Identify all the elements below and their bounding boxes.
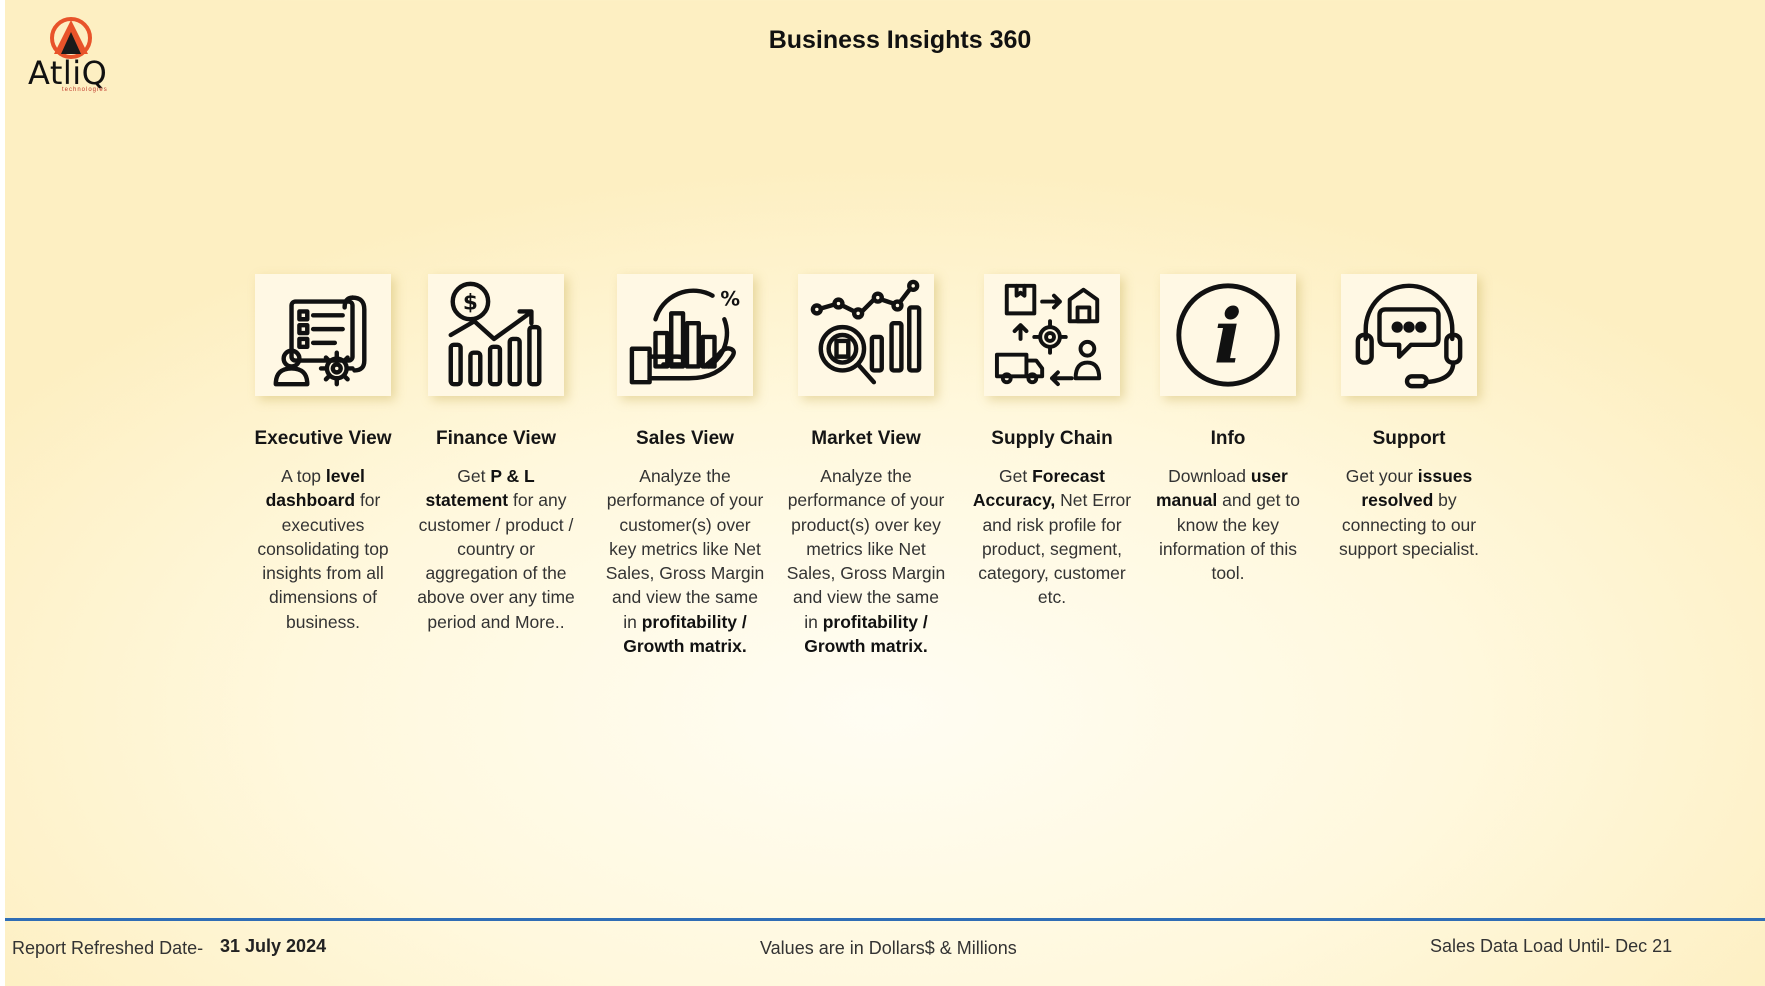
headset-chat-icon bbox=[1355, 283, 1463, 389]
card-title: Support bbox=[1372, 428, 1446, 449]
card-support[interactable]: Support Get your issues resolved by conn… bbox=[1329, 274, 1489, 561]
supply-chain-icon bbox=[994, 283, 1102, 387]
card-info[interactable]: i Info Download user manual and get to k… bbox=[1148, 274, 1308, 585]
card-supply-chain[interactable]: Supply Chain Get Forecast Accuracy, Net … bbox=[972, 274, 1132, 610]
refreshed-date: 31 July 2024 bbox=[220, 936, 327, 956]
desc-emphasis: profitability / Growth matrix. bbox=[623, 611, 747, 657]
card-description: A top level dashboard for executives con… bbox=[243, 464, 403, 634]
desc-emphasis: user manual bbox=[1156, 466, 1288, 511]
page-title: Business Insights 360 bbox=[768, 26, 1032, 54]
desc-emphasis: level dashboard bbox=[265, 466, 365, 511]
refreshed-label: Report Refreshed Date- bbox=[12, 938, 204, 958]
desc-text: Get your bbox=[1345, 466, 1418, 486]
desc-text: for any customer / product / country or … bbox=[417, 490, 575, 632]
desc-text: Get bbox=[457, 466, 491, 486]
card-description: Download user manual and get to know the… bbox=[1148, 464, 1308, 585]
desc-emphasis: profitability / Growth matrix. bbox=[804, 611, 928, 657]
svg-text:$: $ bbox=[463, 290, 478, 315]
hand-chart-percent-icon: % bbox=[629, 288, 740, 385]
desc-text: Get bbox=[998, 466, 1033, 486]
units-note: Values are in Dollars$ & Millions bbox=[760, 938, 1017, 958]
desc-text: Net Error and risk profile for product, … bbox=[978, 490, 1132, 608]
card-sales-view[interactable]: % Sales View Analyze the performance of … bbox=[605, 274, 765, 658]
card-title: Finance View bbox=[435, 428, 557, 449]
tile-support[interactable] bbox=[1341, 274, 1477, 396]
tile-market-view[interactable] bbox=[798, 274, 934, 396]
left-edge-strip bbox=[0, 0, 5, 986]
brand-name: AtliQ bbox=[28, 54, 108, 92]
card-description: Analyze the performance of your product(… bbox=[786, 464, 946, 658]
dollar-growth-chart-icon: $ bbox=[448, 281, 542, 387]
footer-divider bbox=[5, 918, 1765, 921]
desc-text: for executives consolidating top insight… bbox=[257, 490, 389, 632]
card-description: Analyze the performance of your customer… bbox=[605, 464, 765, 658]
tile-supply-chain[interactable] bbox=[984, 274, 1120, 396]
tile-executive-view[interactable] bbox=[255, 274, 391, 396]
desc-text: by connecting to our support specialist. bbox=[1338, 490, 1480, 559]
card-title: Supply Chain bbox=[991, 428, 1113, 449]
desc-text: Download bbox=[1168, 466, 1251, 486]
desc-text: A top bbox=[281, 466, 326, 486]
desc-text: Analyze the performance of your product(… bbox=[786, 466, 946, 632]
atliq-logo-icon bbox=[50, 17, 92, 59]
card-title: Executive View bbox=[254, 428, 392, 449]
magnifier-chart-icon bbox=[810, 279, 922, 385]
brand-tagline: technologies bbox=[62, 87, 108, 93]
desc-text: Analyze the performance of your customer… bbox=[605, 466, 765, 632]
card-description: Get P & L statement for any customer / p… bbox=[416, 464, 576, 634]
desc-text: and get to know the key information of t… bbox=[1158, 490, 1300, 584]
tile-finance-view[interactable]: $ bbox=[428, 274, 564, 396]
checklist-gear-icon bbox=[273, 295, 367, 387]
card-description: Get your issues resolved by connecting t… bbox=[1329, 464, 1489, 561]
card-finance-view[interactable]: $ Finance View Get P & L statement for a… bbox=[416, 274, 576, 634]
tile-info[interactable]: i bbox=[1160, 274, 1296, 396]
svg-text:%: % bbox=[720, 288, 740, 311]
card-title: Sales View bbox=[636, 428, 734, 449]
desc-emphasis: P & L statement bbox=[425, 466, 535, 511]
desc-emphasis: Forecast Accuracy, bbox=[972, 466, 1106, 511]
card-title: Market View bbox=[811, 428, 921, 449]
card-executive-view[interactable]: Executive View A top level dashboard for… bbox=[243, 274, 403, 634]
info-icon: i bbox=[1176, 283, 1280, 387]
desc-emphasis: issues resolved bbox=[1361, 466, 1473, 511]
svg-text:i: i bbox=[1214, 293, 1242, 381]
card-market-view[interactable]: Market View Analyze the performance of y… bbox=[786, 274, 946, 658]
sales-load-until: Sales Data Load Until- Dec 21 bbox=[1430, 936, 1673, 956]
card-description: Get Forecast Accuracy, Net Error and ris… bbox=[972, 464, 1132, 610]
tile-sales-view[interactable]: % bbox=[617, 274, 753, 396]
card-title: Info bbox=[1210, 428, 1246, 449]
